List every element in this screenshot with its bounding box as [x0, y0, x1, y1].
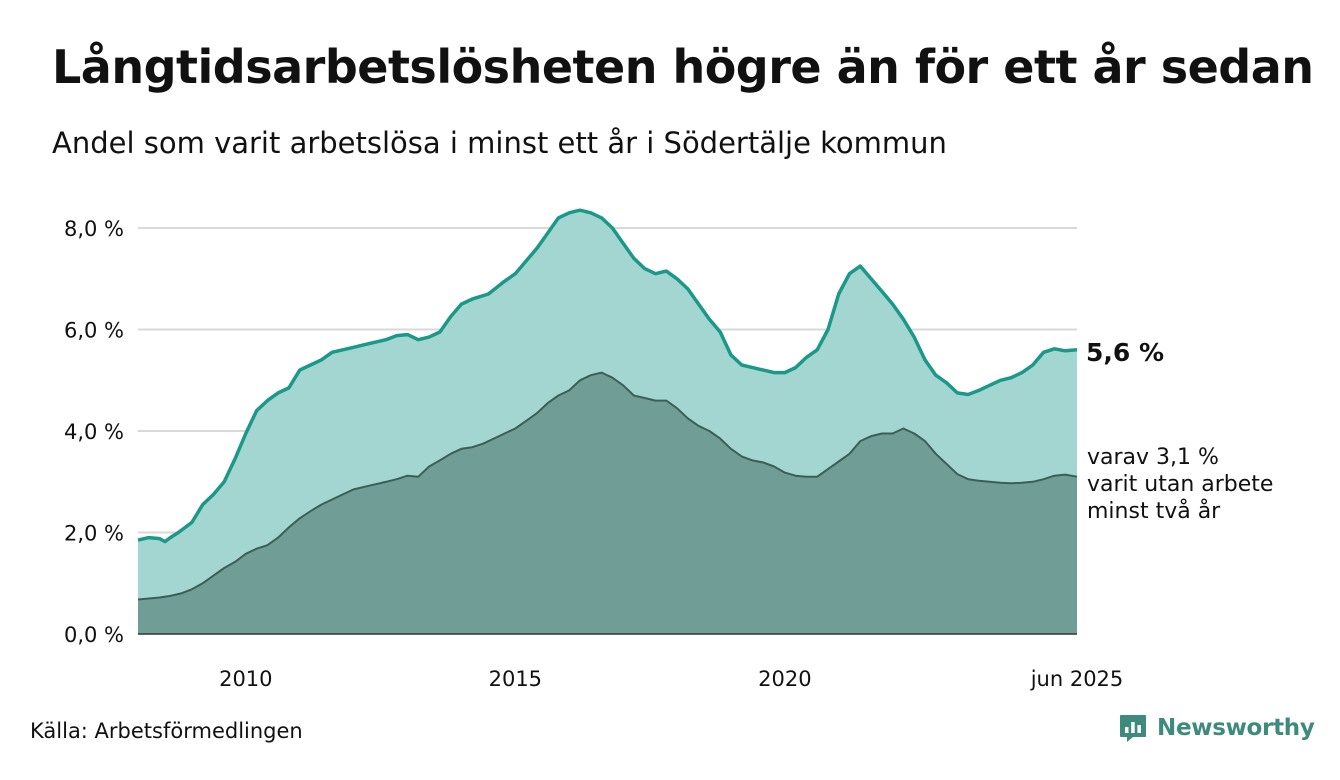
y-tick-label: 2,0 %: [64, 522, 124, 546]
chart-title: Långtidsarbetslösheten högre än för ett …: [52, 40, 1314, 94]
end-label-sub-line-2: varit utan arbete: [1087, 472, 1273, 497]
brand-name: Newsworthy: [1157, 715, 1315, 741]
end-label-sub-line-1: varav 3,1 %: [1087, 445, 1219, 470]
bar-chart-icon: [1120, 715, 1146, 742]
newsworthy-logo: Newsworthy: [1118, 713, 1315, 743]
end-label-main: 5,6 %: [1086, 338, 1164, 367]
x-tick-label: jun 2025: [1030, 667, 1124, 691]
x-tick-label: 2010: [219, 667, 272, 691]
y-tick-label: 6,0 %: [64, 319, 124, 343]
x-tick-label: 2015: [489, 667, 542, 691]
plot-areas: [137, 208, 1078, 635]
end-label-sub-line-3: minst två år: [1087, 498, 1221, 524]
two-year-area: [138, 372, 1077, 634]
end-labels: 5,6 % varav 3,1 % varit utan arbete mins…: [1086, 338, 1273, 524]
two-year-line: [137, 371, 1078, 601]
y-axis-tick-labels: 0,0 % 2,0 % 4,0 % 6,0 % 8,0 %: [64, 217, 124, 647]
y-tick-label: 8,0 %: [64, 217, 124, 241]
one-year-line: [137, 208, 1078, 544]
source-note: Källa: Arbetsförmedlingen: [30, 719, 303, 743]
y-tick-label: 0,0 %: [64, 623, 124, 647]
x-axis-tick-labels: 2010 2015 2020 jun 2025: [219, 667, 1123, 691]
chart-subtitle: Andel som varit arbetslösa i minst ett å…: [52, 126, 947, 160]
y-tick-label: 4,0 %: [64, 420, 124, 444]
x-tick-label: 2020: [758, 667, 811, 691]
